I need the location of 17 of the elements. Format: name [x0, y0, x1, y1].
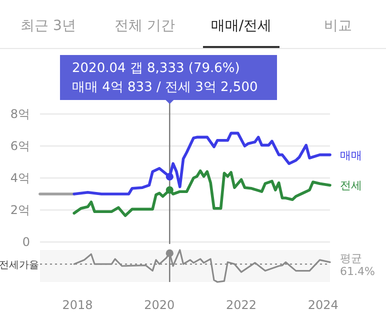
y-tick-label: 4억	[10, 171, 30, 185]
text: 비교	[324, 18, 352, 34]
text: 2020.04 갭 8,333 (79.6%) 매매 4억 833 / 전세 3억 2,500	[72, 61, 258, 95]
x-tick-label: 2024	[308, 298, 338, 312]
y-tick-label: 0	[22, 235, 30, 249]
y-tick-label: 2억	[10, 203, 30, 217]
ref-line-label: 평균 61.4%	[340, 252, 375, 278]
series-label: 전세	[340, 179, 362, 192]
y-tick-label: 8억	[10, 107, 30, 121]
text: 최근 3년	[20, 18, 76, 34]
x-tick-label: 2022	[226, 298, 257, 312]
text: 매매/전세	[210, 18, 272, 34]
series-label: 매매	[340, 148, 362, 162]
y-tick-label: 6억	[10, 139, 30, 153]
x-tick-label: 2018	[62, 298, 93, 312]
x-tick-label: 2020	[144, 298, 175, 312]
text: 전체 기간	[114, 18, 175, 34]
